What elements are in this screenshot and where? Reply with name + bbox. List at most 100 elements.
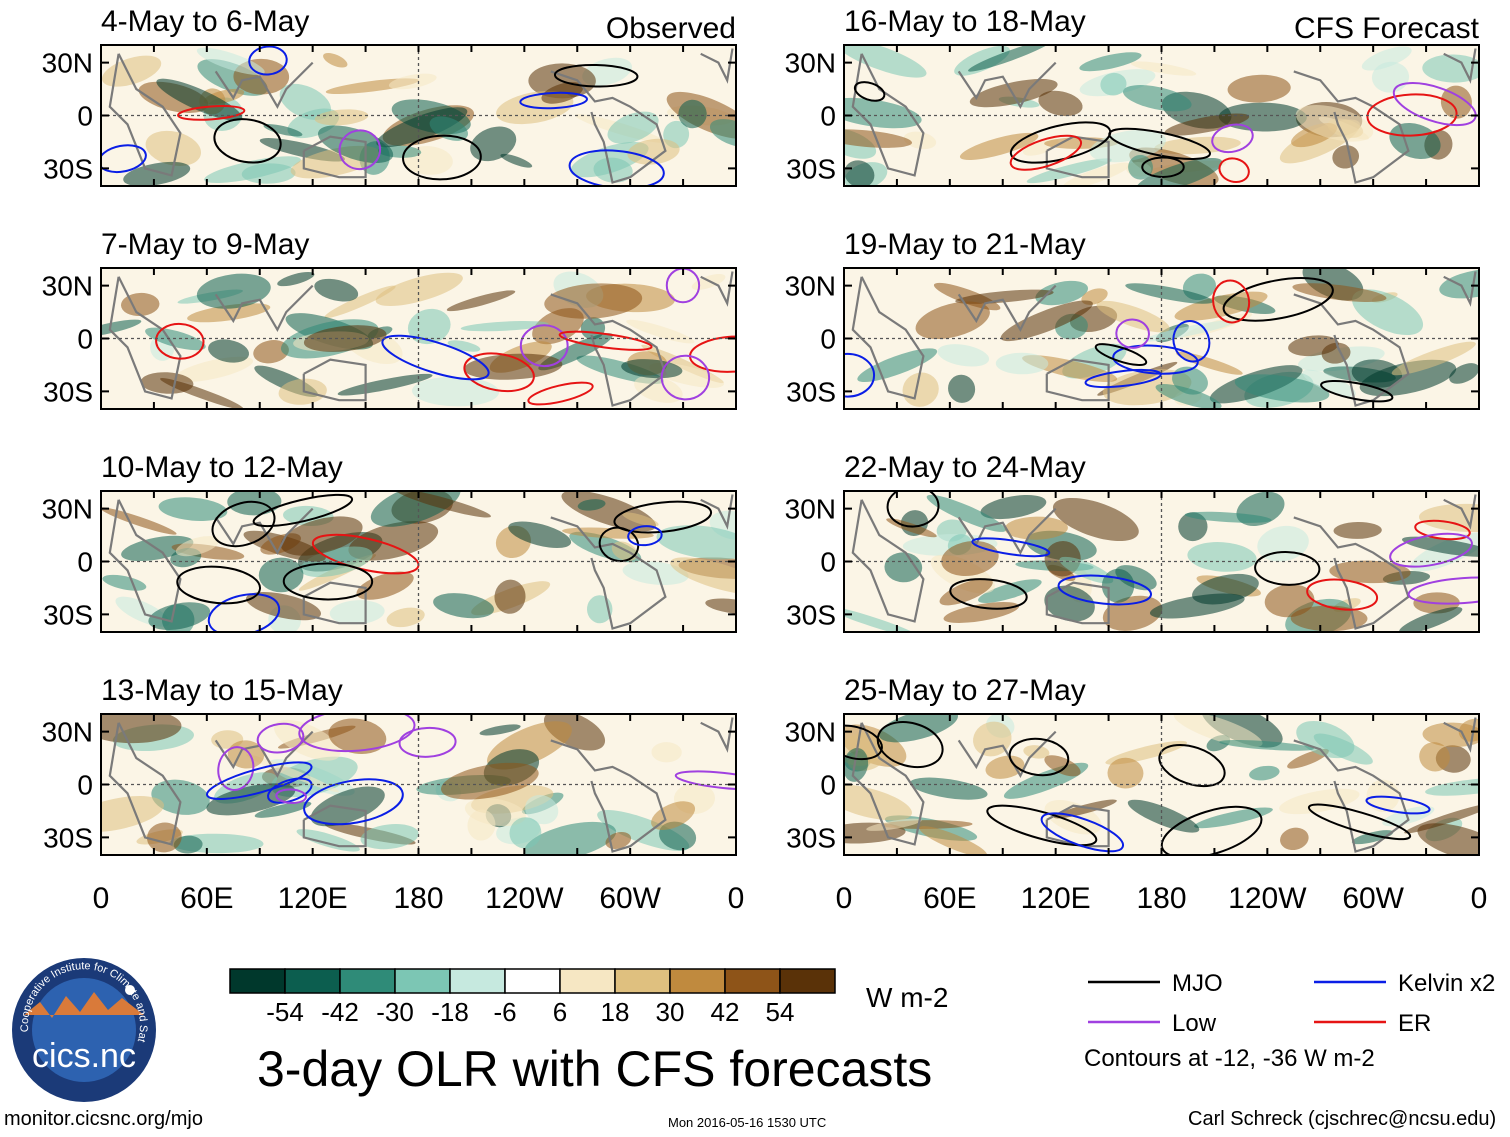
olr-anomaly [508, 521, 572, 549]
olr-anomaly [370, 491, 461, 527]
wave-contour [256, 722, 305, 754]
olr-anomaly [844, 129, 913, 148]
wave-contour [949, 578, 1028, 610]
olr-anomaly [279, 83, 332, 120]
olr-anomaly [1422, 722, 1479, 748]
olr-anomaly [1026, 158, 1112, 184]
y-tick-label: 30S [786, 822, 836, 853]
y-tick-label: 30S [786, 376, 836, 407]
olr-anomaly [145, 130, 202, 166]
wave-contour [1040, 812, 1125, 853]
coastline [302, 581, 367, 625]
olr-anomaly [627, 138, 680, 165]
y-tick-label: 30N [785, 271, 836, 302]
olr-anomaly [903, 131, 937, 150]
olr-anomaly [1398, 606, 1463, 632]
x-tick-label: 0 [1471, 882, 1488, 915]
olr-anomaly [978, 579, 1042, 603]
olr-anomaly [1418, 503, 1479, 533]
y-tick-label: 0 [820, 101, 836, 132]
olr-anomaly [175, 536, 220, 557]
olr-anomaly [310, 786, 385, 827]
wave-contour [1307, 803, 1412, 841]
wave-contour [1094, 343, 1148, 366]
wave-contour [853, 81, 886, 102]
olr-anomaly [246, 591, 322, 621]
y-tick-label: 0 [77, 324, 93, 355]
coastline [700, 717, 734, 753]
olr-anomaly [1096, 300, 1170, 333]
coastline [957, 507, 1057, 556]
wave-contour [1414, 519, 1471, 541]
x-axes: 0 60E 120E 180 120W 60W 0 0 60E 120E 180 120W 60W 0 [93, 882, 1488, 915]
olr-anomaly [1125, 283, 1214, 304]
olr-anomaly [857, 348, 938, 383]
panel-title: 22-May to 24-May [844, 451, 1086, 484]
coastline [957, 284, 1057, 333]
olr-anomaly [323, 52, 348, 68]
olr-anomaly [1164, 113, 1250, 136]
footer-url[interactable]: monitor.cicsnc.org/mjo [4, 1108, 203, 1130]
olr-anomaly [1359, 359, 1457, 397]
wave-contour [627, 525, 663, 547]
wave-contour [1172, 320, 1211, 363]
coastline [302, 358, 367, 402]
olr-anomaly [317, 125, 394, 164]
wave-contour [844, 352, 876, 398]
y-tick-label: 30S [786, 153, 836, 184]
y-tick-label: 30S [786, 599, 836, 630]
wave-contour [1254, 551, 1321, 586]
olr-anomaly [156, 78, 243, 121]
legend-label: MJO [1172, 970, 1223, 997]
olr-anomaly [1052, 497, 1139, 542]
colorbar-swatch [669, 968, 726, 994]
olr-anomaly [101, 507, 177, 535]
wave-contour [1212, 279, 1251, 324]
olr-anomaly [1219, 740, 1314, 751]
coastline [550, 739, 667, 853]
olr-anomaly [148, 602, 211, 631]
olr-anomaly [314, 278, 359, 302]
olr-anomaly [670, 557, 736, 595]
olr-anomaly [324, 285, 396, 318]
olr-anomaly [1035, 280, 1088, 306]
coastline [108, 53, 182, 177]
colorbar-swatch [724, 968, 781, 994]
logo-text: cics.nc [32, 1037, 136, 1075]
panel-layer: 30N 0 30S 4-May to 6-May Observed 30N 0 30S 7-Ma… [42, 5, 1480, 856]
y-tick-label: 0 [77, 547, 93, 578]
coastline [302, 135, 367, 179]
x-tick-label: 120E [278, 882, 348, 915]
wave-contour [598, 526, 640, 563]
olr-anomaly [1127, 799, 1200, 833]
wave-contour [155, 322, 205, 360]
olr-anomaly [626, 319, 695, 344]
footer-author: Carl Schreck (cjschrec@ncsu.edu) [1188, 1108, 1497, 1130]
coastline [851, 722, 925, 846]
wave-contour [1365, 795, 1431, 815]
wave-contour [1392, 82, 1477, 127]
coastline [851, 276, 925, 400]
panel-3: 30N 0 30S 10-May to 12-May [42, 451, 737, 633]
olr-anomaly [467, 809, 496, 841]
wave-contour [1222, 277, 1334, 322]
coastline [108, 499, 182, 623]
coastline [550, 293, 667, 407]
olr-anomaly [1044, 755, 1081, 777]
olr-anomaly [1173, 714, 1263, 748]
wave-contour [660, 354, 711, 401]
olr-anomaly [909, 777, 988, 800]
olr-anomaly [919, 826, 988, 855]
wave-contour [217, 746, 255, 791]
olr-anomaly [959, 132, 1039, 160]
olr-anomaly [939, 578, 993, 606]
olr-anomaly [1234, 374, 1330, 403]
y-tick-label: 30S [43, 822, 93, 853]
wave-contour [1009, 134, 1083, 171]
wave-contour [613, 500, 713, 534]
wave-contour [876, 721, 944, 769]
panel-7: 30N 0 30S 22-May to 24-May [785, 451, 1480, 633]
y-tick-label: 30N [42, 271, 93, 302]
wave-contour [1306, 578, 1379, 611]
olr-anomaly [622, 512, 659, 527]
